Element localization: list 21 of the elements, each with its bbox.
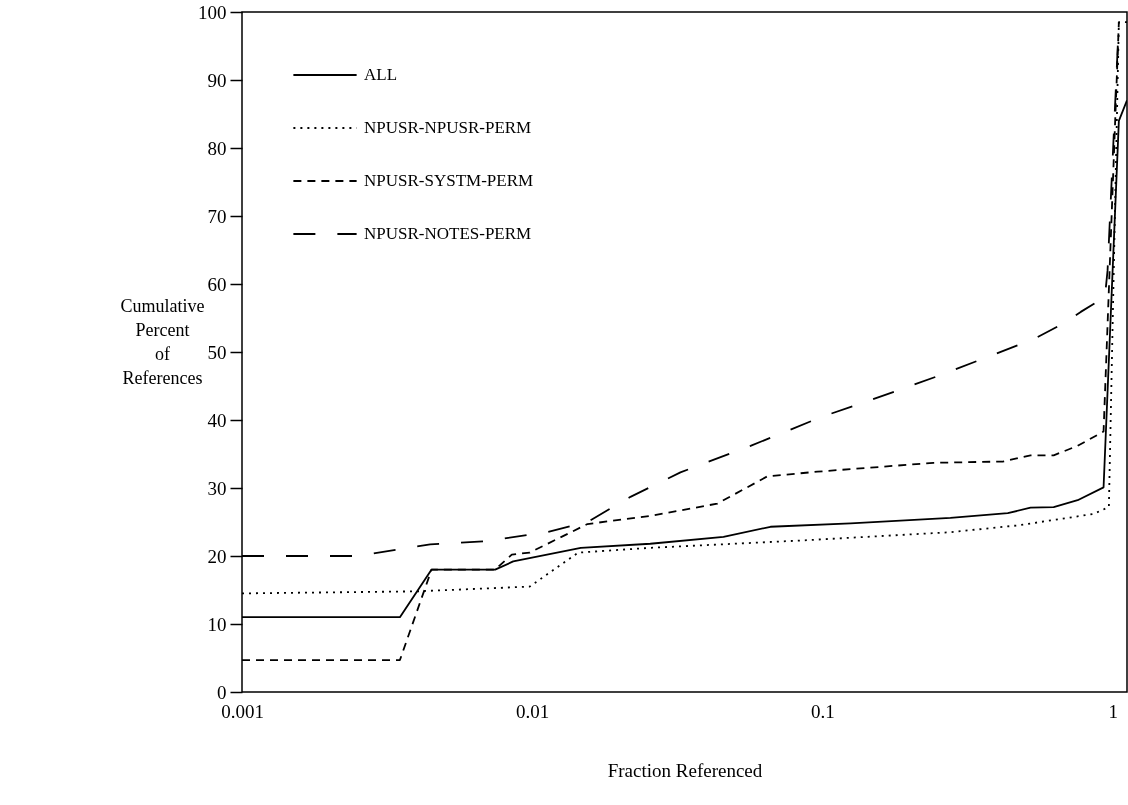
y-tick-label: 50 bbox=[207, 341, 227, 363]
x-tick-label: 0.001 bbox=[221, 700, 264, 722]
y-axis-title: Cumulative Percent of References bbox=[120, 295, 205, 388]
y-tick-label: 90 bbox=[207, 69, 227, 91]
x-tick-label: 1 bbox=[1108, 700, 1118, 722]
x-tick-label: 0.1 bbox=[811, 700, 835, 722]
y-tick-label: 100 bbox=[198, 1, 227, 23]
y-tick-label: 0 bbox=[217, 681, 227, 703]
y-tick-label: 20 bbox=[207, 545, 227, 567]
y-tick-label: 60 bbox=[207, 273, 227, 295]
y-tick-label: 70 bbox=[207, 205, 227, 227]
legend-label: ALL bbox=[364, 65, 398, 84]
x-tick-label: 0.01 bbox=[516, 700, 550, 722]
legend-label: NPUSR-NPUSR-PERM bbox=[364, 118, 532, 137]
y-tick-label: 80 bbox=[207, 137, 227, 159]
legend-label: NPUSR-SYSTM-PERM bbox=[364, 171, 534, 190]
y-tick-label: 10 bbox=[207, 613, 227, 635]
x-axis-title: Fraction Referenced bbox=[607, 759, 763, 781]
y-tick-label: 30 bbox=[207, 477, 227, 499]
y-tick-label: 40 bbox=[207, 409, 227, 431]
legend-label: NPUSR-NOTES-PERM bbox=[364, 224, 532, 243]
